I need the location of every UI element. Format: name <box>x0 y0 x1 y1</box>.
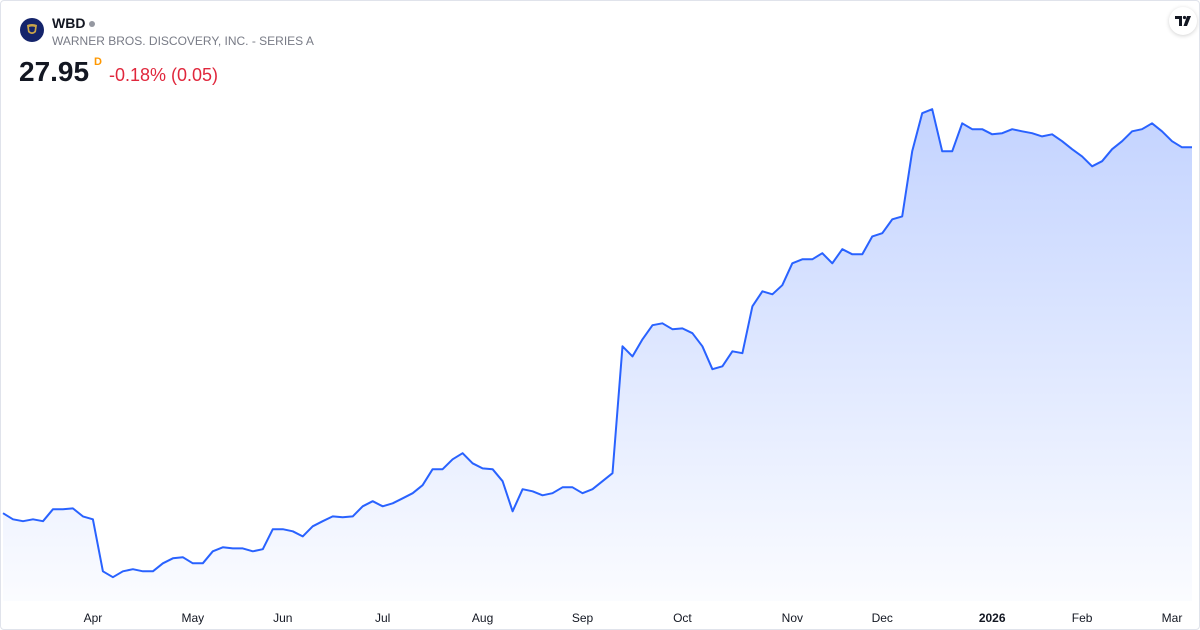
price: 27.95 <box>19 56 90 87</box>
x-tick-label: 2026 <box>979 611 1006 625</box>
company-name: WARNER BROS. DISCOVERY, INC. - SERIES A <box>52 34 314 48</box>
symbol-row: WBD <box>52 15 96 31</box>
price-line <box>2 108 1192 579</box>
status-dot <box>89 21 96 28</box>
x-tick-label: Jul <box>375 611 390 625</box>
x-tick-label: Feb <box>1072 611 1093 625</box>
interval: D <box>94 56 102 68</box>
x-tick-label: Apr <box>84 611 103 625</box>
tv-logo[interactable] <box>1169 7 1197 35</box>
x-tick-label: Oct <box>673 611 692 625</box>
x-tick-label: May <box>182 611 205 625</box>
change: -0.18% (0.05) <box>109 65 219 85</box>
area-fill <box>3 109 1192 601</box>
tv-logo-icon <box>1175 15 1191 26</box>
x-tick-label: Sep <box>572 611 594 625</box>
logo <box>20 18 44 42</box>
x-tick-label: Mar <box>1162 611 1183 625</box>
x-tick-label: Dec <box>872 611 893 625</box>
symbol: WBD <box>52 15 86 31</box>
x-tick-label: Nov <box>782 611 803 625</box>
x-tick-label: Aug <box>472 611 493 625</box>
x-tick-label: Jun <box>273 611 292 625</box>
